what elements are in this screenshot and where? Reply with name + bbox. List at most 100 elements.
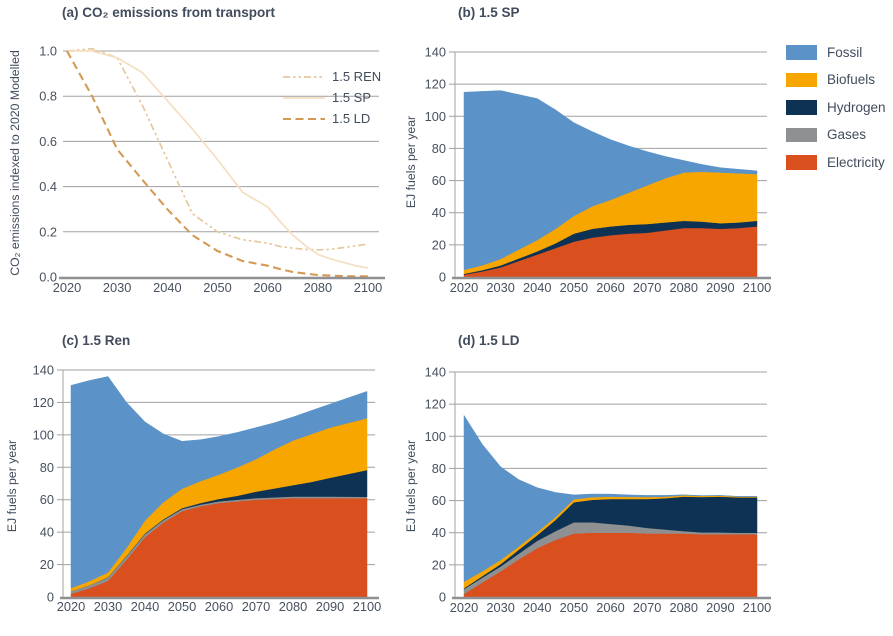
x-tick-label: 2020 xyxy=(57,599,85,614)
line-sample xyxy=(283,117,325,120)
y-tick-label: 20 xyxy=(432,237,446,252)
y-tick-label: 140 xyxy=(33,363,54,378)
x-tick-label: 2030 xyxy=(486,280,514,295)
line-1.5-ld xyxy=(66,50,368,278)
line-legend-item-1.5-sp: 1.5 SP xyxy=(283,87,381,108)
chart-a: 0.0 0.2 0.4 0.6 0.8 1.0 2020 2030 2040 2050 2060 20… xyxy=(39,44,385,295)
line-1.5-ren xyxy=(66,47,369,251)
line-legend-item-1.5-ld: 1.5 LD xyxy=(283,108,381,129)
y-tick-label: 60 xyxy=(432,173,446,188)
y-tick-label: 40 xyxy=(40,525,54,540)
y-tick-label: 100 xyxy=(425,109,446,124)
area-fossil xyxy=(463,90,758,271)
y-tick-label: 80 xyxy=(40,460,54,475)
legend-item-gases: Gases xyxy=(786,127,886,143)
y-tick-label: 0.2 xyxy=(39,224,57,239)
legend-label: Electricity xyxy=(827,154,885,170)
x-tick-label: 2050 xyxy=(560,600,588,615)
y-tick-label: 20 xyxy=(432,557,446,572)
x-tick-label: 2040 xyxy=(523,280,551,295)
x-tick-label: 2050 xyxy=(203,280,231,295)
line-sample xyxy=(283,75,325,78)
x-tick-label: 2080 xyxy=(670,600,698,615)
x-tick-label: 2060 xyxy=(596,600,624,615)
x-tick-label: 2040 xyxy=(131,599,159,614)
y-tick-label: 20 xyxy=(40,557,54,572)
x-tick-label: 2060 xyxy=(205,599,233,614)
y-tick-label: 1.0 xyxy=(39,44,57,59)
y-tick-label: 40 xyxy=(432,205,446,220)
y-tick-label: 120 xyxy=(425,77,446,92)
legend-item-biofuels: Biofuels xyxy=(786,72,886,88)
x-tick-label: 2070 xyxy=(633,280,661,295)
panel-a-title: (a) CO₂ emissions from transport xyxy=(62,5,276,20)
legend-item-fossil: Fossil xyxy=(786,45,886,60)
y-tick-label: 80 xyxy=(432,461,446,476)
y-tick-label: 60 xyxy=(432,493,446,508)
x-tick-label: 2100 xyxy=(353,599,381,614)
y-tick-label: 60 xyxy=(40,492,54,507)
y-tick-label: 100 xyxy=(33,427,54,442)
area-fossil xyxy=(463,414,758,583)
line-legend-item-1.5-ren: 1.5 REN xyxy=(283,66,381,87)
x-tick-label: 2100 xyxy=(743,280,771,295)
x-tick-label: 2020 xyxy=(450,600,478,615)
y-tick-label: 0 xyxy=(47,590,54,605)
x-tick-label: 2100 xyxy=(743,600,771,615)
panel-d-title: (d) 1.5 LD xyxy=(458,333,520,348)
line-sample xyxy=(283,96,325,99)
panel-c-y-axis-label: EJ fuels per year xyxy=(5,439,19,533)
gases-swatch xyxy=(786,127,817,142)
y-tick-label: 80 xyxy=(432,141,446,156)
x-tick-label: 2090 xyxy=(316,599,344,614)
legend-label: Fossil xyxy=(827,44,863,60)
x-tick-label: 2030 xyxy=(103,280,131,295)
x-tick-label: 2090 xyxy=(706,280,734,295)
y-tick-label: 0.0 xyxy=(39,270,57,285)
x-tick-label: 2070 xyxy=(242,599,270,614)
x-tick-label: 2080 xyxy=(304,280,332,295)
x-tick-label: 2070 xyxy=(633,600,661,615)
y-tick-label: 0.6 xyxy=(39,134,57,149)
y-tick-label: 140 xyxy=(425,365,446,380)
x-tick-label: 2080 xyxy=(279,599,307,614)
line-legend-label: 1.5 LD xyxy=(332,111,371,126)
legend-item-electricity: Electricity xyxy=(786,155,886,170)
y-tick-label: 100 xyxy=(425,429,446,444)
x-tick-label: 2040 xyxy=(523,600,551,615)
x-tick-label: 2050 xyxy=(560,280,588,295)
x-tick-label: 2100 xyxy=(354,280,382,295)
legend-item-hydrogen: Hydrogen xyxy=(786,100,886,115)
biofuels-swatch xyxy=(786,72,817,87)
line-legend-label: 1.5 REN xyxy=(332,69,382,84)
x-tick-label: 2060 xyxy=(596,280,624,295)
legend-label: Biofuels xyxy=(827,72,876,88)
legend-label: Hydrogen xyxy=(827,99,886,115)
fossil-swatch xyxy=(786,45,817,60)
line-legend-label: 1.5 SP xyxy=(332,90,372,105)
x-tick-label: 2080 xyxy=(670,280,698,295)
panel-b-title: (b) 1.5 SP xyxy=(458,5,520,20)
x-tick-label: 2090 xyxy=(706,600,734,615)
y-tick-label: 0.8 xyxy=(39,89,57,104)
area-fossil xyxy=(70,376,368,589)
y-tick-label: 0 xyxy=(439,270,446,285)
y-tick-label: 120 xyxy=(33,395,54,410)
legend-label: Gases xyxy=(827,127,867,143)
x-tick-label: 2040 xyxy=(153,280,181,295)
y-tick-label: 120 xyxy=(425,397,446,412)
y-tick-label: 140 xyxy=(425,45,446,60)
fuel-legend: Fossil Biofuels Hydrogen Gases Electricity xyxy=(786,45,886,183)
y-tick-label: 0.4 xyxy=(39,179,57,194)
panel-b-y-axis-label: EJ fuels per year xyxy=(404,115,418,209)
x-tick-label: 2030 xyxy=(486,600,514,615)
hydrogen-swatch xyxy=(786,100,817,115)
x-tick-label: 2060 xyxy=(253,280,281,295)
electricity-swatch xyxy=(786,155,817,170)
panel-c-title: (c) 1.5 Ren xyxy=(62,333,131,348)
panel-d-y-axis-label: EJ fuels per year xyxy=(404,439,418,533)
x-tick-label: 2020 xyxy=(450,280,478,295)
